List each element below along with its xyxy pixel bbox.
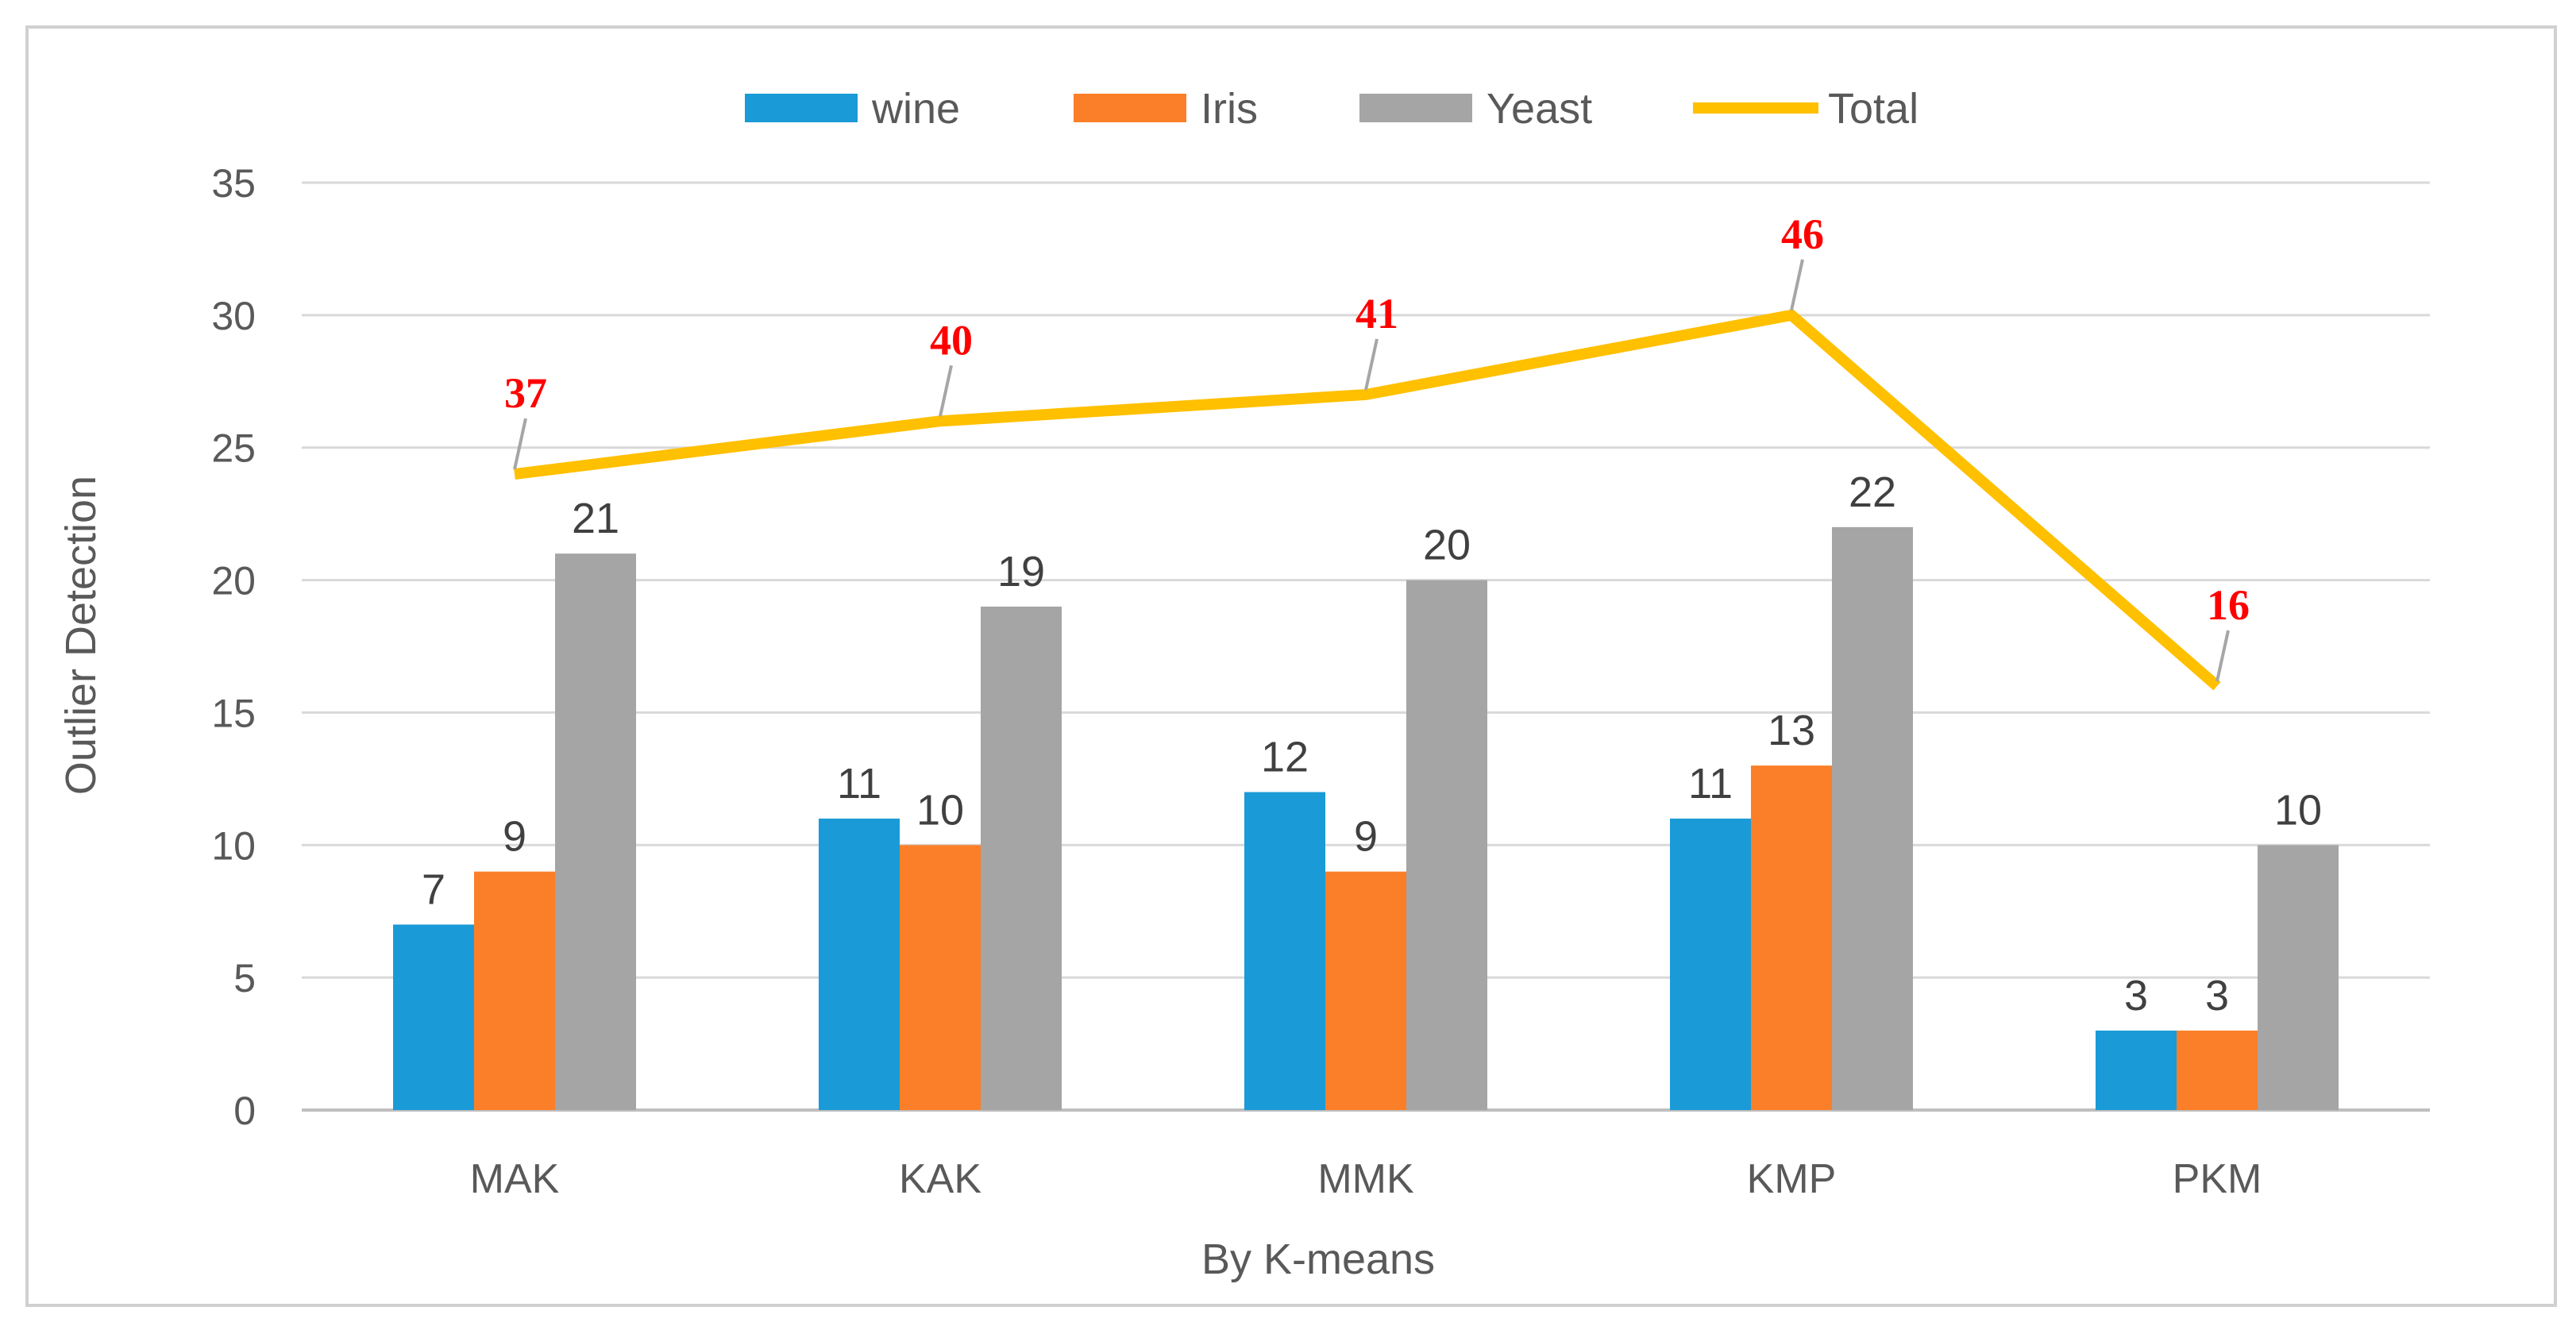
bar-value-label: 12 — [1261, 734, 1309, 781]
bar-iris — [900, 845, 981, 1110]
bar-yeast — [981, 606, 1062, 1110]
total-leader-line — [1790, 259, 1804, 311]
legend: wine Iris Yeast Total — [745, 85, 1919, 133]
total-leader-line — [1364, 338, 1379, 391]
bar-value-label: 9 — [1354, 813, 1378, 861]
bar-iris — [474, 871, 555, 1110]
data-labels: 7 9 21 11 10 19 12 9 20 11 13 22 3 3 10 37 40 41 46 16 — [422, 210, 2322, 1020]
bar-wine — [1670, 818, 1751, 1110]
bar-value-label: 9 — [503, 813, 526, 861]
x-category-label: MMK — [1317, 1156, 1414, 1202]
x-category-label: KMP — [1747, 1156, 1837, 1202]
bar-wine — [2096, 1030, 2177, 1110]
bar-value-label: 3 — [2205, 972, 2229, 1020]
y-tick-label: 10 — [211, 823, 256, 868]
y-tick-label: 25 — [211, 426, 256, 471]
x-category-label: PKM — [2173, 1156, 2262, 1202]
bar-wine — [819, 818, 900, 1110]
bar-wine — [393, 924, 474, 1110]
total-leader-line — [939, 364, 953, 417]
bar-value-label: 10 — [2274, 786, 2322, 834]
bar-iris — [1751, 765, 1832, 1110]
total-value-label: 41 — [1355, 290, 1398, 337]
y-tick-label: 35 — [211, 161, 256, 206]
bar-value-label: 3 — [2124, 972, 2148, 1020]
total-line — [514, 309, 2221, 691]
legend-label-total: Total — [1828, 85, 1919, 133]
bar-value-label: 10 — [916, 786, 964, 834]
total-line-group — [513, 259, 2230, 691]
chart-frame — [25, 25, 2557, 1307]
y-axis-ticks: 0 5 10 15 20 25 30 35 — [211, 161, 256, 1133]
bar-yeast — [555, 553, 636, 1110]
y-tick-label: 0 — [233, 1089, 256, 1133]
total-value-label: 40 — [930, 316, 973, 364]
legend-label-yeast: Yeast — [1487, 85, 1592, 133]
bar-yeast — [2258, 845, 2339, 1110]
bar-yeast — [1832, 526, 1913, 1110]
legend-label-iris: Iris — [1201, 85, 1258, 133]
legend-swatch-iris — [1074, 94, 1186, 122]
bar-value-label: 7 — [422, 865, 445, 913]
bar-value-label: 19 — [997, 548, 1045, 596]
bar-value-label: 11 — [837, 760, 881, 808]
gridlines — [302, 181, 2430, 1112]
bar-wine — [1244, 792, 1325, 1110]
bars — [393, 526, 2339, 1110]
y-tick-label: 30 — [211, 294, 256, 338]
bar-iris — [1325, 871, 1406, 1110]
bar-value-label: 22 — [1849, 468, 1896, 516]
total-value-label: 46 — [1781, 210, 1824, 258]
y-tick-label: 15 — [211, 691, 256, 735]
legend-swatch-yeast — [1359, 94, 1472, 122]
x-axis-categories: MAK KAK MMK KMP PKM — [470, 1156, 2262, 1202]
y-tick-label: 5 — [233, 956, 256, 1000]
x-axis-title: By K-means — [1201, 1236, 1435, 1283]
y-tick-label: 20 — [211, 559, 256, 603]
total-leader-line — [513, 418, 527, 470]
bar-yeast — [1406, 580, 1487, 1110]
bar-value-label: 20 — [1423, 522, 1471, 569]
x-category-label: KAK — [899, 1156, 981, 1202]
bar-iris — [2177, 1030, 2258, 1110]
total-leader-line — [2215, 630, 2230, 682]
bar-value-label: 21 — [572, 495, 619, 542]
total-value-label: 37 — [504, 369, 547, 417]
y-axis-title: Outlier Detection — [57, 476, 105, 795]
bar-value-label: 13 — [1768, 707, 1815, 754]
legend-label-wine: wine — [871, 85, 960, 133]
bar-value-label: 11 — [1688, 760, 1733, 808]
total-value-label: 16 — [2207, 581, 2250, 629]
legend-swatch-wine — [745, 94, 858, 122]
x-category-label: MAK — [470, 1156, 560, 1202]
